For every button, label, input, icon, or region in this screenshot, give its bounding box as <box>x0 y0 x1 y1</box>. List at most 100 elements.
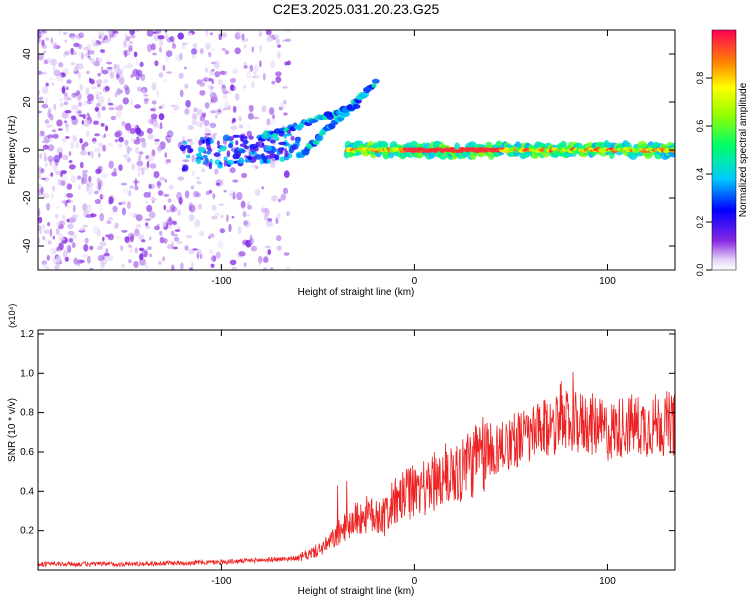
heatmap-cell <box>45 82 49 87</box>
heatmap-cell <box>117 143 123 148</box>
heatmap-cell <box>209 88 214 97</box>
snr-panel: -100 0 100 0.2 0.4 0.6 0.8 1.0 1.2 Height of st… <box>7 304 676 597</box>
heatmap-cell <box>232 191 236 200</box>
heatmap-cell <box>43 59 49 65</box>
heatmap-cell <box>87 255 91 264</box>
heatmap-cell <box>38 190 44 196</box>
heatmap-cell <box>129 246 133 254</box>
y-tick-label: 1.2 <box>20 329 34 340</box>
heatmap-cell <box>79 227 85 231</box>
heatmap-cell <box>99 49 106 53</box>
heatmap-cell <box>183 66 187 70</box>
heatmap-cell <box>243 145 250 150</box>
heatmap-panel: -100 0 100 -40 -20 0 20 40 Height of straight … <box>7 29 676 298</box>
heatmap-cell <box>220 178 225 186</box>
heatmap-cell <box>252 116 260 120</box>
heatmap-cell <box>54 264 60 270</box>
heatmap-cell <box>41 140 49 144</box>
y-tick-label: -40 <box>22 238 33 253</box>
heatmap-cell <box>221 32 228 38</box>
heatmap-cell <box>38 225 42 232</box>
heatmap-cell <box>289 146 293 153</box>
heatmap-cell <box>158 72 164 78</box>
heatmap-cell <box>102 236 105 242</box>
heatmap-cell <box>101 172 108 180</box>
heatmap-cell <box>83 119 90 128</box>
heatmap-cell <box>219 105 223 110</box>
heatmap-cell <box>137 172 141 177</box>
heatmap-cell <box>181 45 186 49</box>
heatmap-cell <box>266 36 274 42</box>
heatmap-cell <box>135 76 140 81</box>
heatmap-cell <box>76 63 84 70</box>
heatmap-cell <box>157 125 164 129</box>
heatmap-cell <box>129 128 136 134</box>
heatmap-cell <box>189 267 193 270</box>
heatmap-cell <box>191 117 198 126</box>
heatmap-cell <box>139 253 144 261</box>
heatmap-cell <box>175 53 182 62</box>
heatmap-cell <box>78 229 86 233</box>
heatmap-cell <box>134 104 142 109</box>
heatmap-cell <box>193 107 198 113</box>
heatmap-cell <box>113 167 117 173</box>
heatmap-cell <box>137 155 141 162</box>
heatmap-cell <box>171 264 175 270</box>
heatmap-cell <box>147 118 154 124</box>
heatmap-cell <box>261 186 265 190</box>
heatmap-cell <box>55 255 62 263</box>
heatmap-cell <box>145 222 149 227</box>
heatmap-cell <box>128 189 132 197</box>
heatmap-cell <box>116 64 120 70</box>
heatmap-cell <box>207 84 212 90</box>
heatmap-cell <box>246 124 251 129</box>
heatmap-cell <box>211 68 215 72</box>
heatmap-cell <box>68 160 73 164</box>
heatmap-cell <box>88 175 92 183</box>
heatmap-cell <box>261 155 267 161</box>
heatmap-cell <box>89 213 97 218</box>
heatmap-cell <box>145 225 150 229</box>
heatmap-cell <box>219 228 226 234</box>
heatmap-cell <box>281 39 287 42</box>
heatmap-cell <box>46 124 53 128</box>
heatmap-cell <box>103 252 110 257</box>
heatmap-cell <box>204 102 210 109</box>
heatmap-cell <box>246 213 251 217</box>
heatmap-cell <box>122 187 129 195</box>
heatmap-cell <box>271 80 276 85</box>
heatmap-cell <box>199 121 203 128</box>
snr-marks <box>38 371 675 568</box>
heatmap-cell <box>167 244 174 250</box>
heatmap-cell <box>150 197 158 201</box>
heatmap-cell <box>47 156 54 162</box>
heatmap-cell <box>38 216 43 224</box>
heatmap-cell <box>120 201 126 205</box>
heatmap-cell <box>136 160 144 167</box>
heatmap-cell <box>133 261 139 268</box>
x-tick-label: -100 <box>211 276 231 287</box>
heatmap-cell <box>236 191 243 201</box>
heatmap-cell <box>287 129 291 134</box>
heatmap-cell <box>221 48 226 51</box>
heatmap-cell <box>43 50 46 54</box>
heatmap-cell <box>271 195 278 202</box>
heatmap-cell <box>210 263 215 268</box>
heatmap-cell <box>53 69 61 77</box>
heatmap-cell <box>121 207 126 216</box>
y-tick-label: 0.4 <box>20 486 34 497</box>
heatmap-cell <box>154 60 159 67</box>
heatmap-cell <box>134 228 139 234</box>
heatmap-cell <box>39 32 44 38</box>
heatmap-cell <box>224 100 230 109</box>
heatmap-cell <box>64 120 67 124</box>
heatmap-cell <box>106 66 113 70</box>
heatmap-cell <box>79 161 84 169</box>
heatmap-cell <box>134 146 139 154</box>
heatmap-cell <box>184 83 189 89</box>
heatmap-cell <box>108 196 114 205</box>
heatmap-cell <box>50 58 57 66</box>
heatmap-cell <box>212 94 218 103</box>
heatmap-cell <box>164 30 168 33</box>
heatmap-cell <box>95 102 101 108</box>
